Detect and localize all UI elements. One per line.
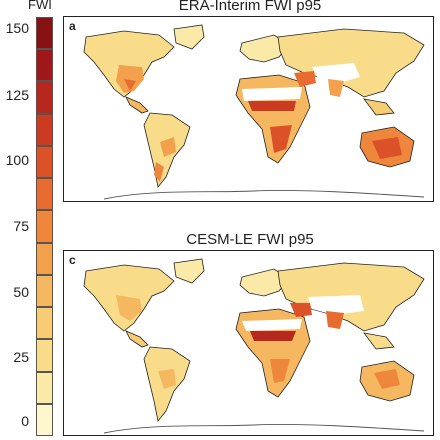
colorbar-tick-0: 0 (21, 413, 29, 429)
colorbar-segment (36, 113, 53, 146)
colorbar-segment (36, 403, 53, 436)
map-panel-c: c (63, 250, 434, 436)
colorbar-segment (36, 81, 53, 114)
map-panel-a: a (63, 16, 434, 202)
world-map-c (83, 258, 425, 434)
colorbar-segment (36, 49, 53, 82)
colorbar-segment (36, 371, 53, 404)
panel-a-title: ERA-Interim FWI p95 (178, 0, 322, 14)
panel-c-title: CESM-LE FWI p95 (186, 231, 314, 248)
colorbar-tick-25: 25 (13, 349, 29, 365)
colorbar-tick-150: 150 (5, 20, 29, 36)
colorbar-segment (36, 339, 53, 372)
world-map-a (83, 24, 425, 200)
colorbar-segment (36, 274, 53, 308)
colorbar-segment (36, 178, 53, 211)
colorbar-title: FWI (28, 0, 52, 12)
colorbar-segment (36, 307, 53, 340)
colorbar-segment (36, 210, 53, 243)
panel-a-label: a (69, 19, 76, 33)
colorbar-segment (36, 145, 53, 179)
panel-c-label: c (69, 253, 76, 267)
colorbar (36, 17, 53, 436)
colorbar-segment (36, 17, 53, 50)
colorbar-segment (36, 242, 53, 275)
colorbar-tick-75: 75 (13, 218, 29, 234)
colorbar-tick-100: 100 (5, 152, 29, 168)
colorbar-tick-50: 50 (13, 284, 29, 300)
colorbar-tick-125: 125 (5, 87, 29, 103)
